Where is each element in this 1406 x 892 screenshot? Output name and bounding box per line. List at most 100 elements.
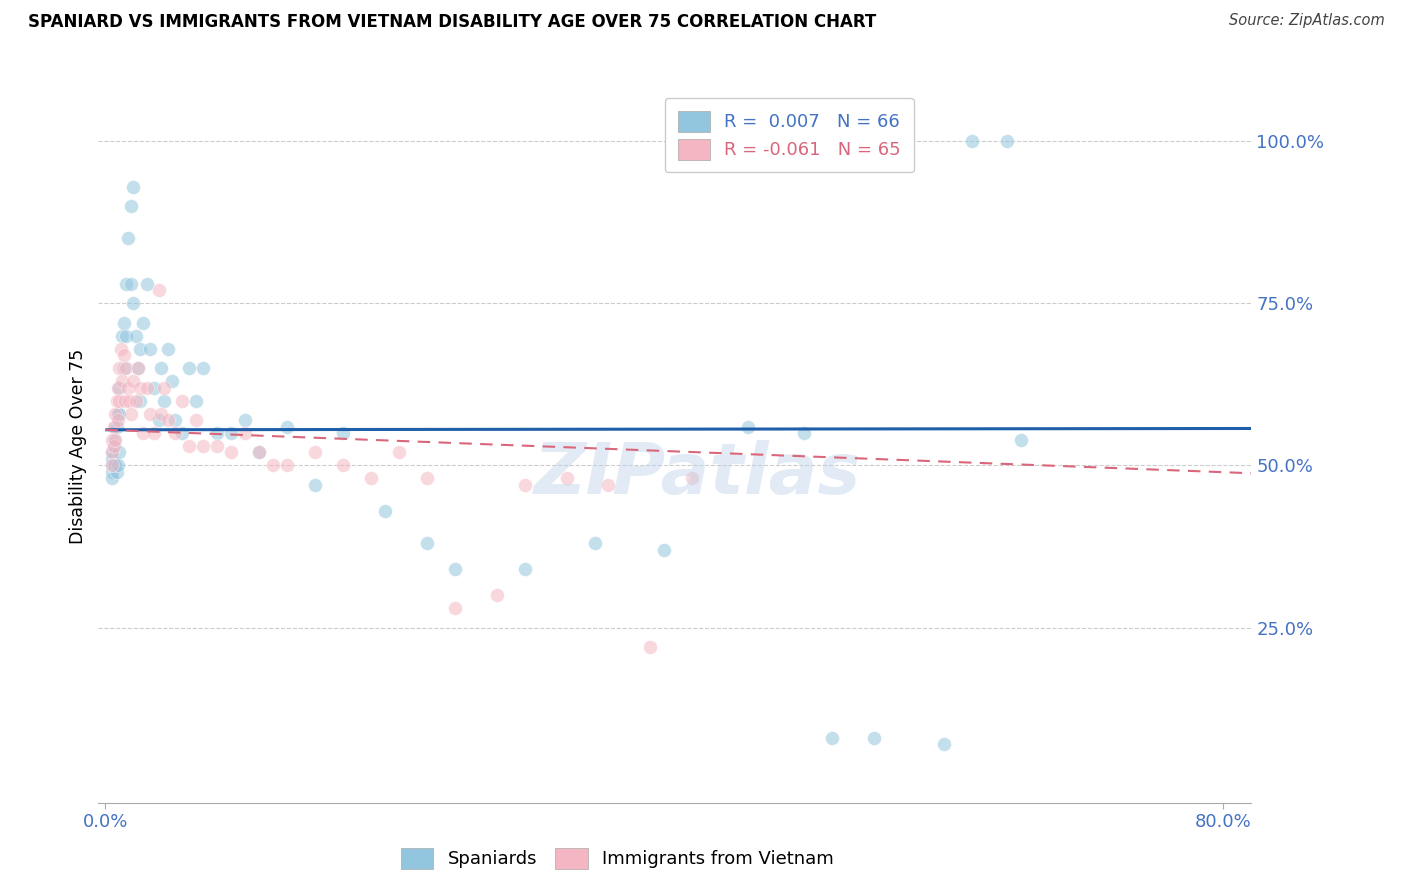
Point: [101, 452, 124, 467]
Point: [108, 381, 131, 395]
Point: [108, 393, 131, 408]
Point: [139, 342, 162, 356]
Point: [103, 419, 125, 434]
Point: [104, 433, 127, 447]
Point: [219, 445, 242, 459]
Point: [125, 328, 148, 343]
Point: [172, 425, 194, 440]
Point: [107, 413, 129, 427]
Point: [115, 361, 138, 376]
Text: ZIPatlas: ZIPatlas: [534, 440, 862, 509]
Point: [104, 407, 127, 421]
Point: [153, 393, 176, 408]
Point: [143, 381, 166, 395]
Point: [179, 361, 201, 376]
Legend: Spaniards, Immigrants from Vietnam: Spaniards, Immigrants from Vietnam: [394, 840, 841, 876]
Point: [205, 439, 228, 453]
Point: [129, 381, 152, 395]
Point: [104, 419, 127, 434]
Point: [654, 542, 676, 557]
Point: [513, 562, 536, 576]
Point: [681, 471, 703, 485]
Point: [105, 465, 128, 479]
Point: [108, 407, 131, 421]
Point: [127, 361, 149, 376]
Point: [157, 413, 180, 427]
Point: [117, 231, 139, 245]
Point: [103, 439, 125, 453]
Point: [821, 731, 844, 745]
Point: [276, 458, 298, 473]
Point: [485, 588, 508, 602]
Point: [995, 134, 1018, 148]
Point: [793, 425, 815, 440]
Point: [129, 342, 152, 356]
Point: [162, 374, 184, 388]
Point: [110, 342, 132, 356]
Point: [139, 407, 162, 421]
Point: [583, 536, 606, 550]
Point: [1010, 433, 1032, 447]
Point: [120, 199, 142, 213]
Point: [129, 393, 152, 408]
Point: [120, 407, 142, 421]
Point: [179, 439, 201, 453]
Point: [104, 458, 127, 473]
Point: [101, 433, 124, 447]
Point: [105, 393, 128, 408]
Point: [219, 425, 242, 440]
Point: [172, 393, 194, 408]
Text: SPANIARD VS IMMIGRANTS FROM VIETNAM DISABILITY AGE OVER 75 CORRELATION CHART: SPANIARD VS IMMIGRANTS FROM VIETNAM DISA…: [28, 13, 876, 31]
Point: [136, 277, 159, 291]
Point: [101, 465, 124, 479]
Point: [111, 374, 134, 388]
Point: [416, 471, 439, 485]
Point: [186, 393, 208, 408]
Point: [103, 439, 125, 453]
Point: [416, 536, 439, 550]
Point: [186, 413, 208, 427]
Point: [103, 458, 125, 473]
Point: [150, 407, 173, 421]
Point: [304, 478, 326, 492]
Point: [120, 277, 142, 291]
Point: [153, 381, 176, 395]
Point: [332, 458, 354, 473]
Point: [103, 433, 125, 447]
Point: [148, 413, 170, 427]
Point: [276, 419, 298, 434]
Point: [360, 471, 382, 485]
Point: [105, 419, 128, 434]
Point: [148, 283, 170, 297]
Point: [193, 439, 215, 453]
Point: [132, 316, 155, 330]
Point: [157, 342, 180, 356]
Point: [101, 445, 124, 459]
Point: [555, 471, 578, 485]
Point: [165, 425, 187, 440]
Point: [388, 445, 411, 459]
Point: [115, 277, 138, 291]
Point: [150, 361, 173, 376]
Point: [737, 419, 759, 434]
Point: [122, 296, 145, 310]
Point: [117, 381, 139, 395]
Point: [205, 425, 228, 440]
Point: [262, 458, 284, 473]
Point: [247, 445, 270, 459]
Point: [640, 640, 662, 654]
Point: [101, 445, 124, 459]
Point: [136, 381, 159, 395]
Point: [960, 134, 983, 148]
Point: [932, 738, 955, 752]
Point: [143, 425, 166, 440]
Point: [101, 458, 124, 473]
Point: [443, 562, 465, 576]
Point: [108, 361, 131, 376]
Point: [107, 381, 129, 395]
Point: [598, 478, 620, 492]
Point: [165, 413, 187, 427]
Point: [332, 425, 354, 440]
Point: [107, 407, 129, 421]
Point: [863, 731, 886, 745]
